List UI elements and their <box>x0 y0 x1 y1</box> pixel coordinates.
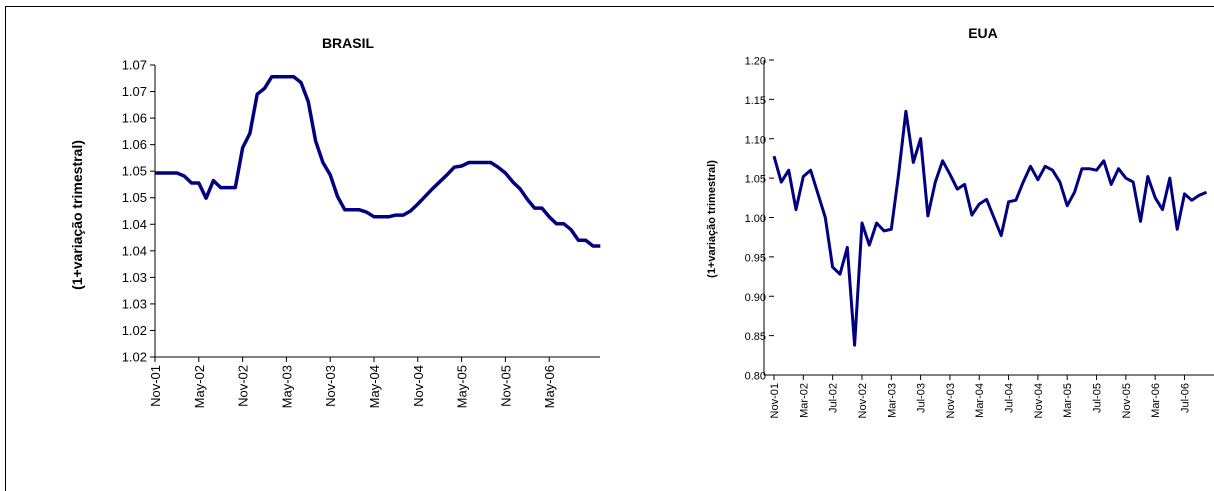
y-tick-label: 0.80 <box>745 371 766 383</box>
x-tick-label: Jul-06 <box>1179 383 1191 413</box>
y-tick-label: 1.05 <box>745 174 766 186</box>
chart-title: EUA <box>968 25 998 41</box>
y-tick-label: 1.15 <box>745 95 766 107</box>
y-tick-label: 1.03 <box>122 270 147 285</box>
y-tick-label: 0.95 <box>745 252 766 264</box>
x-tick-label: Mar-04 <box>974 383 986 418</box>
y-tick-label: 1.04 <box>122 217 147 232</box>
y-tick-label: 1.02 <box>122 350 147 365</box>
x-tick-label: May-05 <box>455 365 470 408</box>
x-tick-label: May-03 <box>279 365 294 408</box>
x-tick-label: Nov-04 <box>1033 383 1045 418</box>
y-tick-label: 1.03 <box>122 296 147 311</box>
x-tick-label: May-04 <box>367 365 382 408</box>
y-tick-label: 1.20 <box>745 56 766 68</box>
y-axis-label: (1+variação trimestral) <box>706 160 718 278</box>
x-tick-label: Nov-03 <box>945 383 957 418</box>
y-tick-label: 1.05 <box>122 190 147 205</box>
x-tick-label: Nov-02 <box>857 383 869 418</box>
y-tick-label: 1.02 <box>122 323 147 338</box>
x-tick-label: May-06 <box>542 365 557 408</box>
y-tick-label: 1.07 <box>122 58 147 73</box>
x-tick-label: Nov-03 <box>323 365 338 407</box>
x-tick-label: Mar-03 <box>886 383 898 418</box>
y-tick-label: 1.05 <box>122 164 147 179</box>
chart-brasil: BRASIL (1+variação trimestral) 1.07 1.07 1… <box>69 35 601 408</box>
y-tick-label: 0.90 <box>745 292 766 304</box>
y-tick-label: 1.06 <box>122 137 147 152</box>
chart-frame <box>5 6 1214 491</box>
x-tick-label: Jul-03 <box>916 383 928 413</box>
x-tick-label: Jul-04 <box>1004 383 1016 413</box>
y-tick-label: 1.07 <box>122 84 147 99</box>
x-tick-label: Mar-05 <box>1062 383 1074 418</box>
y-tick-label: 1.00 <box>745 213 766 225</box>
x-tick-label: Nov-05 <box>1121 383 1133 418</box>
y-axis-label: (1+variação trimestral) <box>69 140 85 290</box>
chart-title: BRASIL <box>322 35 375 51</box>
x-tick-label: Nov-01 <box>148 365 163 407</box>
x-tick-label: May-02 <box>192 365 207 408</box>
x-tick-label: Mar-06 <box>1150 383 1162 418</box>
x-tick-label: Nov-02 <box>236 365 251 407</box>
series-line <box>155 74 601 248</box>
x-tick-label: Jul-02 <box>828 383 840 413</box>
y-tick-label: 1.06 <box>122 111 147 126</box>
x-tick-label: Jul-05 <box>1092 383 1104 413</box>
series-line <box>772 109 1208 347</box>
y-tick-label: 1.04 <box>122 243 147 258</box>
x-tick-label: Nov-05 <box>498 365 513 407</box>
chart-eua: EUA (1+variação trimestral) 1.20 1.15 1.10… <box>706 25 1214 418</box>
y-tick-label: 1.10 <box>745 134 766 146</box>
x-tick-label: Mar-02 <box>798 383 810 418</box>
x-tick-label: Nov-04 <box>411 365 426 407</box>
y-tick-label: 0.85 <box>745 331 766 343</box>
x-tick-label: Nov-01 <box>769 383 781 418</box>
